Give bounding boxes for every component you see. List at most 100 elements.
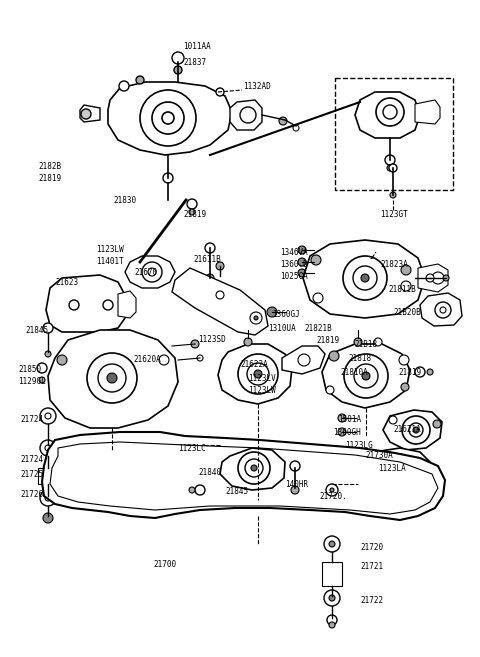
Bar xyxy=(322,562,342,586)
Text: 21730A: 21730A xyxy=(365,451,393,460)
Circle shape xyxy=(399,355,409,365)
Circle shape xyxy=(298,269,306,277)
Circle shape xyxy=(324,590,340,606)
Circle shape xyxy=(390,192,396,198)
Circle shape xyxy=(159,355,169,365)
Text: 21811B: 21811B xyxy=(388,285,416,294)
Circle shape xyxy=(402,416,430,444)
Text: 1011AA: 1011AA xyxy=(183,42,211,51)
Circle shape xyxy=(197,355,203,361)
Circle shape xyxy=(298,258,306,266)
Text: 21819: 21819 xyxy=(183,210,206,219)
Text: 21850: 21850 xyxy=(18,365,41,374)
Circle shape xyxy=(344,354,388,398)
Circle shape xyxy=(40,490,56,506)
Polygon shape xyxy=(282,346,325,374)
Polygon shape xyxy=(364,448,430,488)
Circle shape xyxy=(172,52,184,64)
Text: 21720.: 21720. xyxy=(319,492,347,501)
Polygon shape xyxy=(230,100,262,130)
Polygon shape xyxy=(322,344,410,408)
Text: 2182B: 2182B xyxy=(38,162,61,171)
Text: 21726: 21726 xyxy=(20,490,43,499)
Text: 21721: 21721 xyxy=(360,562,383,571)
Text: 1123SD: 1123SD xyxy=(198,335,226,344)
Text: 21725: 21725 xyxy=(20,470,43,479)
Circle shape xyxy=(383,105,397,119)
Circle shape xyxy=(329,351,339,361)
Text: 21724: 21724 xyxy=(20,455,43,464)
Text: 1310UA: 1310UA xyxy=(268,324,296,333)
Circle shape xyxy=(354,364,378,388)
Circle shape xyxy=(244,338,252,346)
Circle shape xyxy=(247,363,269,385)
Circle shape xyxy=(343,256,387,300)
Polygon shape xyxy=(80,105,100,122)
Text: 21823A: 21823A xyxy=(380,260,408,269)
Text: 21621A: 21621A xyxy=(393,425,421,434)
Circle shape xyxy=(162,112,174,124)
Text: 21722: 21722 xyxy=(360,596,383,605)
Circle shape xyxy=(174,66,182,74)
Circle shape xyxy=(189,209,195,215)
Circle shape xyxy=(152,102,184,134)
Circle shape xyxy=(240,107,256,123)
Circle shape xyxy=(119,81,129,91)
Circle shape xyxy=(57,355,67,365)
Text: 21620A: 21620A xyxy=(133,355,161,364)
Polygon shape xyxy=(220,448,285,490)
Text: 21622A: 21622A xyxy=(240,360,268,369)
Circle shape xyxy=(290,461,300,471)
Text: 1123LC: 1123LC xyxy=(178,444,206,453)
Circle shape xyxy=(216,291,224,299)
Circle shape xyxy=(140,90,196,146)
Circle shape xyxy=(409,423,423,437)
Text: 21670: 21670 xyxy=(134,268,157,277)
Circle shape xyxy=(98,364,126,392)
Polygon shape xyxy=(355,92,420,138)
Bar xyxy=(38,468,58,484)
Circle shape xyxy=(254,316,258,320)
Circle shape xyxy=(45,351,51,357)
Circle shape xyxy=(338,428,346,436)
Circle shape xyxy=(362,372,370,380)
Circle shape xyxy=(354,338,362,346)
Text: 21819: 21819 xyxy=(398,368,421,377)
Circle shape xyxy=(69,300,79,310)
Circle shape xyxy=(87,353,137,403)
Text: 1123LA: 1123LA xyxy=(378,464,406,473)
Circle shape xyxy=(313,293,323,303)
Text: 21611B: 21611B xyxy=(193,255,221,264)
Polygon shape xyxy=(415,100,440,124)
Circle shape xyxy=(205,243,215,253)
Polygon shape xyxy=(303,240,425,318)
Text: 21623: 21623 xyxy=(55,278,78,287)
Circle shape xyxy=(191,340,199,348)
Circle shape xyxy=(142,262,162,282)
Polygon shape xyxy=(418,264,448,292)
Circle shape xyxy=(361,274,369,282)
Circle shape xyxy=(329,595,335,601)
Polygon shape xyxy=(46,275,125,332)
Text: 1123LW: 1123LW xyxy=(248,386,276,395)
Circle shape xyxy=(426,274,434,282)
Circle shape xyxy=(45,495,51,501)
Circle shape xyxy=(216,88,224,96)
Polygon shape xyxy=(383,410,442,450)
Circle shape xyxy=(267,307,277,317)
Circle shape xyxy=(39,377,45,383)
Text: 1123LW: 1123LW xyxy=(96,245,124,254)
Polygon shape xyxy=(118,291,136,318)
Text: 1501A: 1501A xyxy=(338,415,361,424)
Text: 21818: 21818 xyxy=(348,354,371,363)
Text: 21B18: 21B18 xyxy=(354,340,377,349)
Circle shape xyxy=(279,117,287,125)
Circle shape xyxy=(415,367,425,377)
Polygon shape xyxy=(42,432,445,520)
Text: 1123LG: 1123LG xyxy=(345,441,373,450)
Circle shape xyxy=(40,408,56,424)
Circle shape xyxy=(424,466,432,474)
Text: 1123GT: 1123GT xyxy=(380,210,408,219)
Polygon shape xyxy=(125,256,175,288)
Circle shape xyxy=(385,155,395,165)
